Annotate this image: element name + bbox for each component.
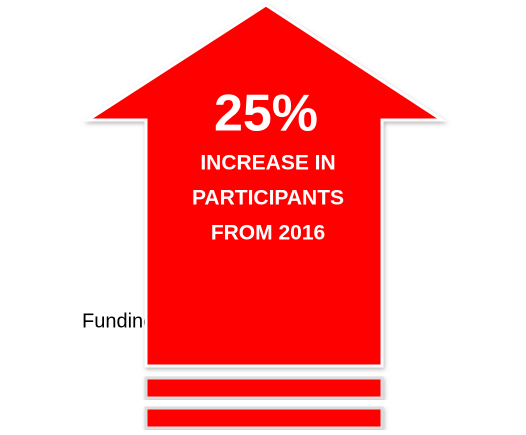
caption-line: INCREASE IN [200,152,335,175]
stripe [144,406,384,430]
arrow [82,3,448,368]
caption-line: PARTICIPANTS [192,187,344,210]
caption-line: FROM 2016 [211,222,325,245]
headline: 25% [214,85,318,143]
stripe [144,376,384,400]
side-label: Funding [82,310,154,332]
